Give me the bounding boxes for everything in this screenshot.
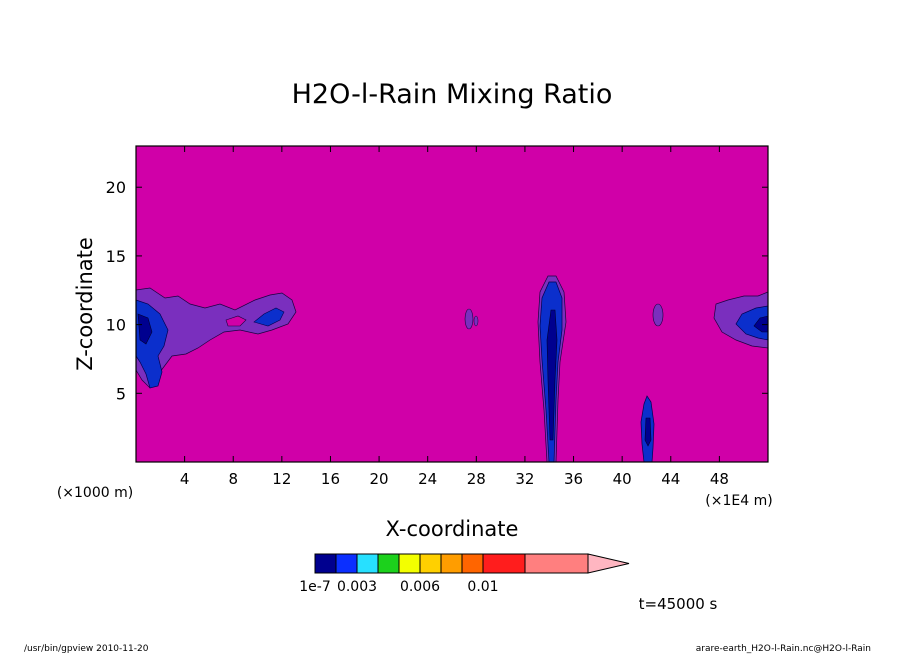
colorbar-extend-arrow	[587, 553, 630, 574]
plot-area	[136, 146, 768, 462]
contour-column-33-dark	[546, 309, 558, 441]
colorbar-swatch	[356, 553, 379, 574]
plot-frame	[135, 145, 769, 463]
x-tick-label: 24	[418, 470, 437, 488]
colorbar-swatch	[524, 553, 589, 574]
contour-left-cloud-purple	[135, 287, 297, 389]
colorbar-label: 0.01	[467, 579, 498, 595]
colorbar-swatch	[377, 553, 400, 574]
x-unit-left: (×1000 m)	[57, 485, 133, 501]
x-axis-ticks: 4 8 12 16 20 24 28 32 36 40 44 48	[180, 146, 729, 488]
colorbar-swatch	[398, 553, 421, 574]
y-tick-label: 5	[116, 384, 126, 403]
colorbar-label: 1e-7	[299, 579, 330, 595]
y-axis-label: Z-coordinate	[73, 237, 97, 371]
x-tick-label: 44	[661, 470, 680, 488]
contour-left-core-dark	[137, 313, 153, 345]
x-tick-label: 8	[228, 470, 238, 488]
contour-right-cloud-blue	[735, 305, 769, 341]
contour-left-strip-blue	[253, 307, 285, 327]
x-tick-label: 36	[564, 470, 583, 488]
contour-column-41-dark	[644, 417, 652, 447]
colorbar-label: 0.003	[337, 579, 377, 595]
x-tick-label: 32	[515, 470, 534, 488]
y-tick-label: 10	[106, 316, 126, 335]
colorbar-swatch	[335, 553, 358, 574]
contour-patch-27	[464, 308, 474, 330]
contour-left-cloud-pink-hole	[225, 315, 247, 327]
x-axis-label: X-coordinate	[386, 517, 519, 541]
x-tick-label: 48	[710, 470, 729, 488]
x-unit-right: (×1E4 m)	[705, 493, 772, 509]
colorbar-swatch	[314, 553, 337, 574]
x-tick-label: 16	[321, 470, 340, 488]
x-tick-label: 12	[272, 470, 291, 488]
colorbar-swatch	[482, 553, 526, 574]
footer-right-note: arare-earth_H2O-l-Rain.nc@H2O-l-Rain	[696, 644, 871, 654]
y-axis-ticks: 5 10 15 20	[106, 178, 768, 403]
footer-left-note: /usr/bin/gpview 2010-11-20	[24, 644, 149, 654]
colorbar-swatch	[419, 553, 442, 574]
y-tick-label: 20	[106, 178, 126, 197]
x-tick-label: 4	[180, 470, 190, 488]
x-tick-label: 28	[467, 470, 486, 488]
x-tick-label: 40	[613, 470, 632, 488]
contour-patch-27b	[473, 315, 479, 327]
y-tick-label: 15	[106, 247, 126, 266]
time-label: t=45000 s	[639, 595, 718, 613]
colorbar-label: 0.006	[400, 579, 440, 595]
contour-patch-42	[652, 303, 664, 327]
chart-title: H2O-l-Rain Mixing Ratio	[292, 79, 613, 110]
colorbar: 1e-7 0.003 0.006 0.01	[299, 553, 630, 595]
x-tick-label: 20	[370, 470, 389, 488]
colorbar-swatch	[461, 553, 484, 574]
colorbar-swatch	[440, 553, 463, 574]
